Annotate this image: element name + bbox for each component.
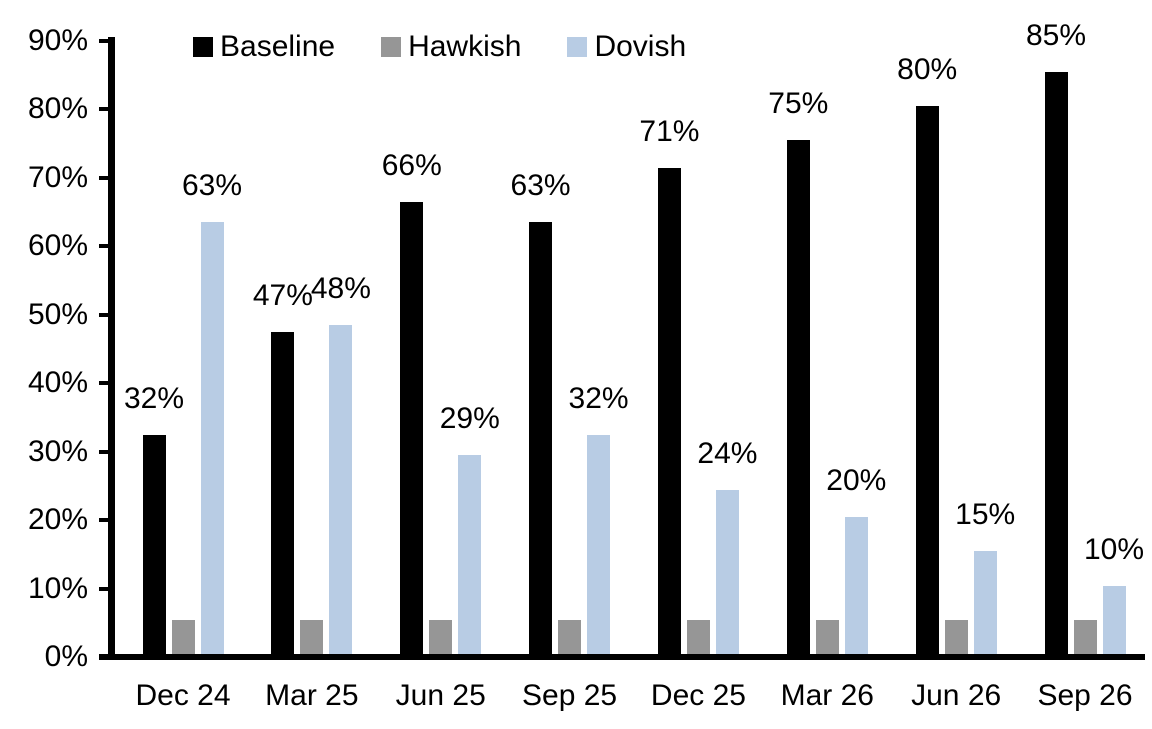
bar-hawkish-7 <box>1073 619 1097 654</box>
bar-dovish-7 <box>1102 585 1126 654</box>
bar-hawkish-1 <box>300 619 324 654</box>
x-axis-tick-label: Jun 25 <box>395 679 486 712</box>
y-axis-tick-label: 0% <box>44 640 88 673</box>
data-label-dovish-1: 48% <box>310 272 371 306</box>
y-axis-tick-label: 30% <box>27 434 88 468</box>
legend-swatch-hawkish <box>381 37 402 57</box>
bar-dovish-3 <box>587 434 611 654</box>
bar-dovish-6 <box>973 551 997 654</box>
data-label-dovish-6: 15% <box>955 498 1016 532</box>
bar-baseline-0 <box>142 434 166 654</box>
y-axis-tick-mark <box>99 175 108 180</box>
bar-hawkish-4 <box>686 619 710 654</box>
data-label-dovish-7: 10% <box>1083 532 1145 566</box>
bar-dovish-0 <box>200 222 224 654</box>
data-label-dovish-3: 32% <box>568 381 629 415</box>
bar-dovish-5 <box>844 517 868 654</box>
data-label-dovish-2: 29% <box>439 402 500 436</box>
bar-hawkish-2 <box>429 619 453 654</box>
y-axis-tick-mark <box>99 107 108 111</box>
data-label-dovish-5: 20% <box>826 464 887 497</box>
y-axis-tick-label: 10% <box>27 571 88 605</box>
x-axis-tick-label: Sep 26 <box>1037 679 1133 712</box>
bar-hawkish-0 <box>171 619 195 654</box>
bar-dovish-2 <box>458 455 482 654</box>
data-label-baseline-7: 85% <box>1025 18 1087 52</box>
bar-hawkish-5 <box>815 619 839 654</box>
y-axis-tick-label: 40% <box>27 366 88 399</box>
y-axis-tick-mark <box>99 312 108 317</box>
y-axis-tick-mark <box>99 381 108 385</box>
bar-dovish-1 <box>329 325 353 654</box>
legend-item-baseline: Baseline <box>193 31 335 63</box>
x-axis-tick-label: Jun 26 <box>911 679 1002 712</box>
data-label-baseline-5: 75% <box>768 87 829 121</box>
bar-baseline-7 <box>1044 71 1068 654</box>
bar-hawkish-3 <box>558 619 582 654</box>
legend-item-hawkish: Hawkish <box>381 31 521 63</box>
y-axis-tick-label: 60% <box>27 229 88 262</box>
y-axis-tick-label: 90% <box>27 23 88 57</box>
chart-legend: Baseline Hawkish Dovish <box>193 31 686 63</box>
y-axis-tick-label: 70% <box>27 160 88 194</box>
y-axis-tick-mark <box>99 518 108 522</box>
bar-baseline-6 <box>915 106 939 654</box>
legend-label-baseline: Baseline <box>220 30 336 63</box>
legend-label-dovish: Dovish <box>594 30 687 63</box>
x-axis-tick-label: Mar 25 <box>265 679 359 712</box>
data-label-baseline-3: 63% <box>510 169 571 203</box>
x-axis-tick-label: Mar 26 <box>780 679 874 712</box>
y-axis-tick-label: 80% <box>27 92 88 125</box>
data-label-baseline-4: 71% <box>639 114 700 148</box>
data-label-dovish-4: 24% <box>697 436 758 470</box>
x-axis-line <box>99 654 1145 660</box>
data-label-baseline-1: 47% <box>252 279 313 313</box>
data-label-baseline-6: 80% <box>897 53 958 86</box>
bar-hawkish-6 <box>944 619 968 654</box>
bar-baseline-3 <box>529 222 553 654</box>
y-axis-line <box>108 37 115 660</box>
y-axis-tick-mark <box>99 38 108 43</box>
legend-label-hawkish: Hawkish <box>408 30 522 63</box>
bar-baseline-4 <box>657 167 681 654</box>
bar-baseline-5 <box>786 140 810 654</box>
data-label-dovish-0: 63% <box>181 169 243 203</box>
legend-swatch-baseline <box>193 37 213 57</box>
y-axis-tick-label: 20% <box>27 503 88 536</box>
bar-baseline-1 <box>271 332 295 654</box>
y-axis-tick-mark <box>99 244 108 248</box>
bar-dovish-4 <box>715 489 739 654</box>
x-axis-tick-label: Dec 24 <box>135 679 231 712</box>
bar-baseline-2 <box>400 201 424 654</box>
data-label-baseline-0: 32% <box>123 381 185 415</box>
y-axis-tick-label: 50% <box>27 297 88 331</box>
y-axis-tick-mark <box>99 586 108 591</box>
legend-swatch-dovish <box>567 37 588 57</box>
x-axis-tick-label: Sep 25 <box>522 679 618 712</box>
data-label-baseline-2: 66% <box>381 148 442 182</box>
x-axis-tick-label: Dec 25 <box>650 679 746 712</box>
legend-item-dovish: Dovish <box>567 31 686 63</box>
y-axis-tick-mark <box>99 449 108 454</box>
